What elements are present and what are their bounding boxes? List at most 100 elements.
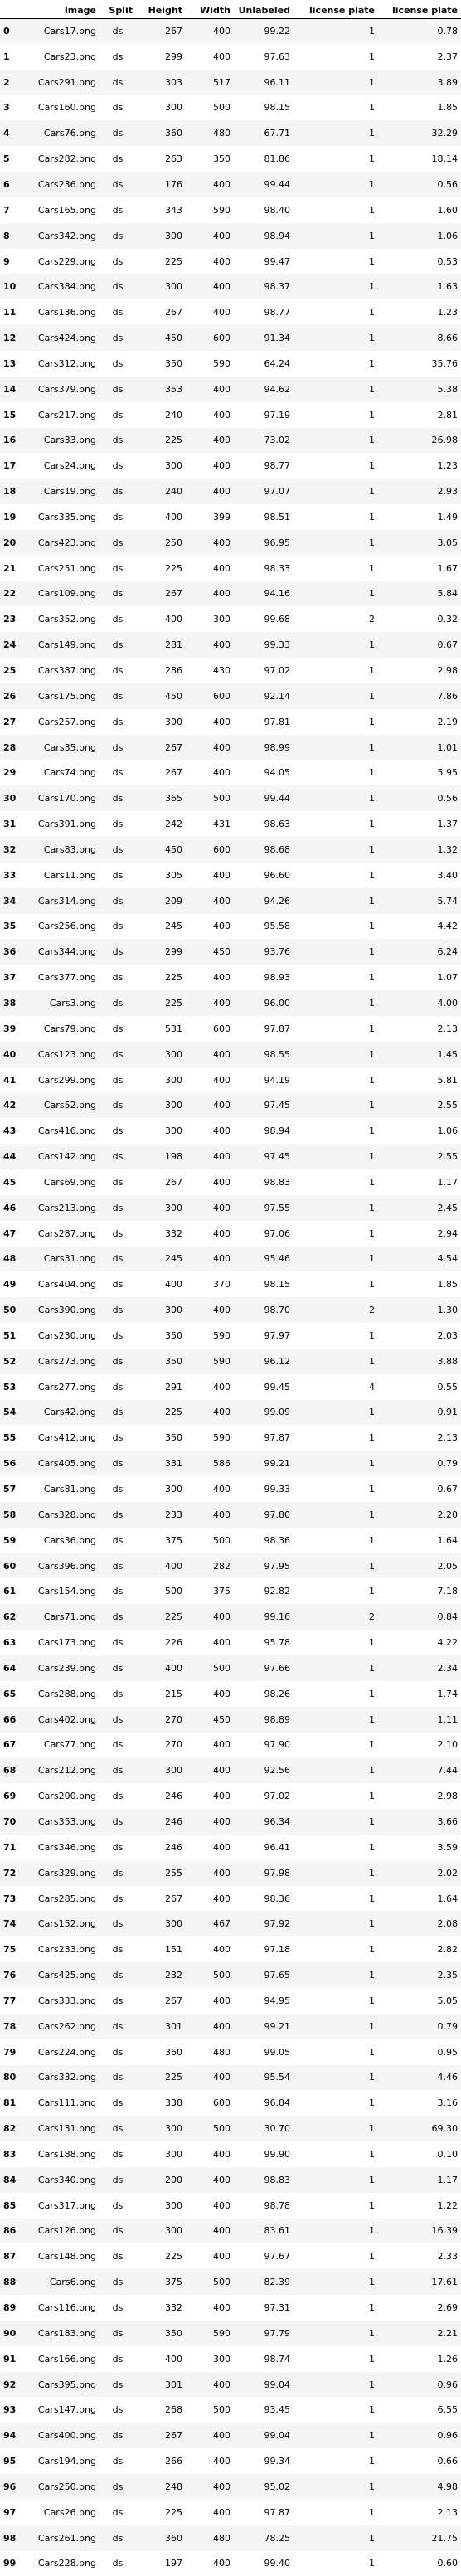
license-plate-percent-cell: 3.66 — [437, 1815, 459, 1827]
license-plate-percent-cell: 2.81 — [437, 409, 459, 420]
license-plate-percent-cell: 2.19 — [437, 716, 459, 727]
row-index: 68 — [3, 1765, 17, 1776]
unlabeled-cell: 97.87 — [264, 1432, 291, 1444]
width-cell: 500 — [213, 102, 230, 114]
table-row: 63 Cars173.png ds 226 400 95.78 1 4.22 — [0, 1630, 461, 1655]
header-height: Height — [136, 0, 186, 19]
row-index: 15 — [3, 409, 17, 420]
table-row: 21 Cars251.png ds 225 400 98.33 1 1.67 — [0, 555, 461, 581]
unlabeled-cell: 95.46 — [264, 1253, 291, 1265]
image-cell: Cars31.png — [43, 1253, 96, 1265]
license-plate-count-cell: 1 — [369, 1100, 375, 1111]
unlabeled-cell: 99.33 — [264, 1484, 291, 1495]
image-cell: Cars262.png — [37, 2020, 96, 2032]
header-license-plate-percent: license plate — [378, 0, 461, 19]
license-plate-percent-cell: 1.22 — [437, 2199, 459, 2211]
row-index: 50 — [3, 1305, 17, 1316]
table-row: 62 Cars71.png ds 225 400 99.16 2 0.84 — [0, 1604, 461, 1631]
width-cell: 400 — [213, 2379, 230, 2390]
row-index: 72 — [3, 1867, 17, 1879]
license-plate-count-cell: 1 — [369, 665, 375, 677]
height-cell: 267 — [165, 1893, 182, 1904]
split-cell: ds — [112, 741, 124, 753]
table-row: 88 Cars6.png ds 375 500 82.39 1 17.61 — [0, 2269, 461, 2296]
image-cell: Cars387.png — [37, 665, 96, 677]
table-row: 14 Cars379.png ds 353 400 94.62 1 5.38 — [0, 376, 461, 402]
table-header: Image Split Height Width Unlabeled licen… — [0, 0, 461, 19]
split-cell: ds — [112, 2199, 124, 2211]
license-plate-count-cell: 1 — [369, 843, 375, 855]
table-row: 25 Cars387.png ds 286 430 97.02 1 2.98 — [0, 658, 461, 683]
unlabeled-cell: 97.79 — [264, 2327, 291, 2339]
image-cell: Cars6.png — [49, 2277, 96, 2288]
split-cell: ds — [112, 26, 124, 37]
license-plate-count-cell: 1 — [369, 1560, 375, 1572]
image-cell: Cars251.png — [37, 562, 96, 574]
unlabeled-cell: 97.63 — [264, 51, 291, 62]
license-plate-percent-cell: 1.23 — [437, 307, 459, 318]
image-cell: Cars377.png — [37, 972, 96, 984]
image-cell: Cars239.png — [37, 1662, 96, 1674]
unlabeled-cell: 97.07 — [264, 486, 291, 498]
image-cell: Cars285.png — [37, 1893, 96, 1904]
license-plate-count-cell: 1 — [369, 1355, 375, 1367]
row-index: 18 — [3, 486, 17, 498]
unlabeled-cell: 97.97 — [264, 1329, 291, 1341]
image-cell: Cars282.png — [37, 153, 96, 165]
width-cell: 400 — [213, 1867, 230, 1879]
height-cell: 500 — [165, 1586, 182, 1597]
split-cell: ds — [112, 793, 124, 804]
license-plate-percent-cell: 5.05 — [437, 1995, 459, 2006]
split-cell: ds — [112, 843, 124, 855]
split-cell: ds — [112, 102, 124, 114]
height-cell: 300 — [165, 2123, 182, 2135]
split-cell: ds — [112, 2456, 124, 2467]
unlabeled-cell: 92.82 — [264, 1586, 291, 1597]
license-plate-count-cell: 1 — [369, 1995, 375, 2006]
split-cell: ds — [112, 2532, 124, 2544]
license-plate-percent-cell: 1.11 — [437, 1713, 459, 1725]
unlabeled-cell: 98.15 — [264, 102, 291, 114]
unlabeled-cell: 94.16 — [264, 588, 291, 600]
license-plate-percent-cell: 0.91 — [437, 1407, 459, 1418]
height-cell: 303 — [165, 76, 182, 88]
width-cell: 400 — [213, 2558, 230, 2569]
image-cell: Cars423.png — [37, 537, 96, 548]
width-cell: 600 — [213, 333, 230, 344]
license-plate-percent-cell: 0.10 — [437, 2148, 459, 2160]
width-cell: 400 — [213, 1893, 230, 1904]
image-cell: Cars71.png — [43, 1611, 96, 1623]
unlabeled-cell: 98.40 — [264, 204, 291, 216]
row-index: 43 — [3, 1125, 17, 1137]
split-cell: ds — [112, 1739, 124, 1751]
split-cell: ds — [112, 2148, 124, 2160]
row-index: 19 — [3, 511, 17, 522]
row-index: 1 — [3, 51, 10, 62]
table-row: 18 Cars19.png ds 240 400 97.07 1 2.93 — [0, 479, 461, 505]
width-cell: 400 — [213, 562, 230, 574]
license-plate-percent-cell: 3.88 — [437, 1355, 459, 1367]
unlabeled-cell: 99.68 — [264, 614, 291, 625]
unlabeled-cell: 98.68 — [264, 843, 291, 855]
width-cell: 480 — [213, 128, 230, 139]
image-cell: Cars396.png — [37, 1560, 96, 1572]
height-cell: 300 — [165, 1074, 182, 1086]
width-cell: 400 — [213, 409, 230, 420]
width-cell: 400 — [213, 1611, 230, 1623]
height-cell: 267 — [165, 307, 182, 318]
license-plate-percent-cell: 1.06 — [437, 1125, 459, 1137]
license-plate-count-cell: 1 — [369, 1458, 375, 1470]
table-row: 0 Cars17.png ds 267 400 99.22 1 0.78 — [0, 18, 461, 44]
table-row: 91 Cars166.png ds 400 300 98.74 1 1.26 — [0, 2345, 461, 2372]
height-cell: 240 — [165, 486, 182, 498]
width-cell: 400 — [213, 1253, 230, 1265]
image-cell: Cars288.png — [37, 1688, 96, 1699]
license-plate-percent-cell: 6.24 — [437, 946, 459, 958]
table-row: 56 Cars405.png ds 331 586 99.21 1 0.79 — [0, 1451, 461, 1477]
image-cell: Cars424.png — [37, 333, 96, 344]
image-cell: Cars395.png — [37, 2379, 96, 2390]
split-cell: ds — [112, 1586, 124, 1597]
row-index: 26 — [3, 690, 17, 702]
row-index: 30 — [3, 793, 17, 804]
row-index: 14 — [3, 383, 17, 395]
